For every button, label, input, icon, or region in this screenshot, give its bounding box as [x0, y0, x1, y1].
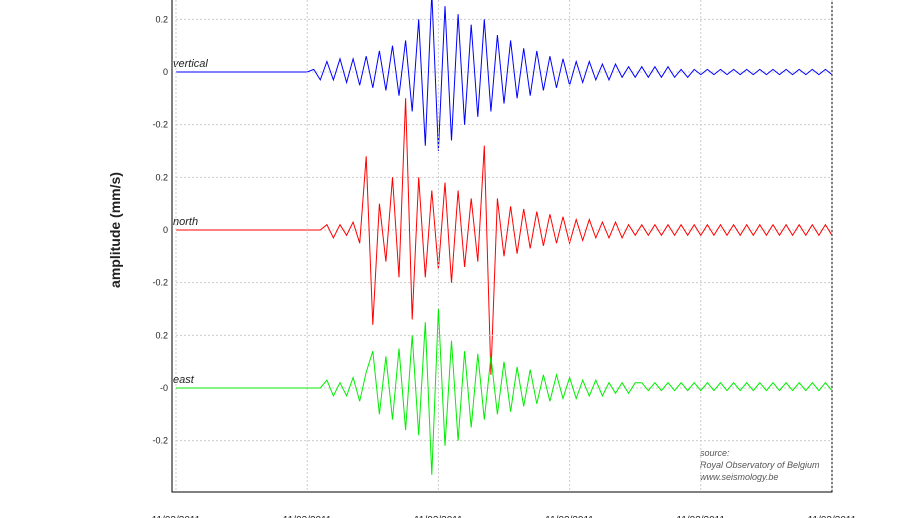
x-tick-label: 11/03/2011 [152, 515, 201, 518]
y-tick-label: -0.2 [152, 120, 168, 130]
y-tick-label: 0.2 [155, 330, 168, 340]
source-text: Royal Observatory of Belgium [700, 460, 820, 470]
source-text: source: [700, 448, 730, 458]
trace-label: vertical [173, 58, 208, 70]
x-tick-label: 11/03/2011 [545, 515, 594, 518]
plot-frame [171, 0, 833, 493]
y-tick-label: -0 [160, 383, 168, 393]
trace-label: north [173, 216, 198, 228]
trace-label: east [173, 374, 195, 386]
y-tick-label: 0 [163, 67, 168, 77]
waveform [176, 0, 833, 152]
x-tick-label: 11/03/2011 [808, 515, 857, 518]
waveform [176, 308, 833, 475]
y-tick-label: -0.2 [152, 278, 168, 288]
x-tick-label: 11/03/2011 [283, 515, 332, 518]
y-axis-label: amplitude (mm/s) [107, 172, 123, 288]
y-tick-label: -0.2 [152, 436, 168, 446]
x-tick-label: 11/03/2011 [677, 515, 726, 518]
y-tick-label: 0.2 [155, 14, 168, 24]
x-tick-label: 11/03/2011 [414, 515, 463, 518]
waveform [176, 98, 833, 375]
y-tick-label: 0.2 [155, 172, 168, 182]
y-tick-label: 0 [163, 225, 168, 235]
source-text: www.seismology.be [700, 472, 778, 482]
